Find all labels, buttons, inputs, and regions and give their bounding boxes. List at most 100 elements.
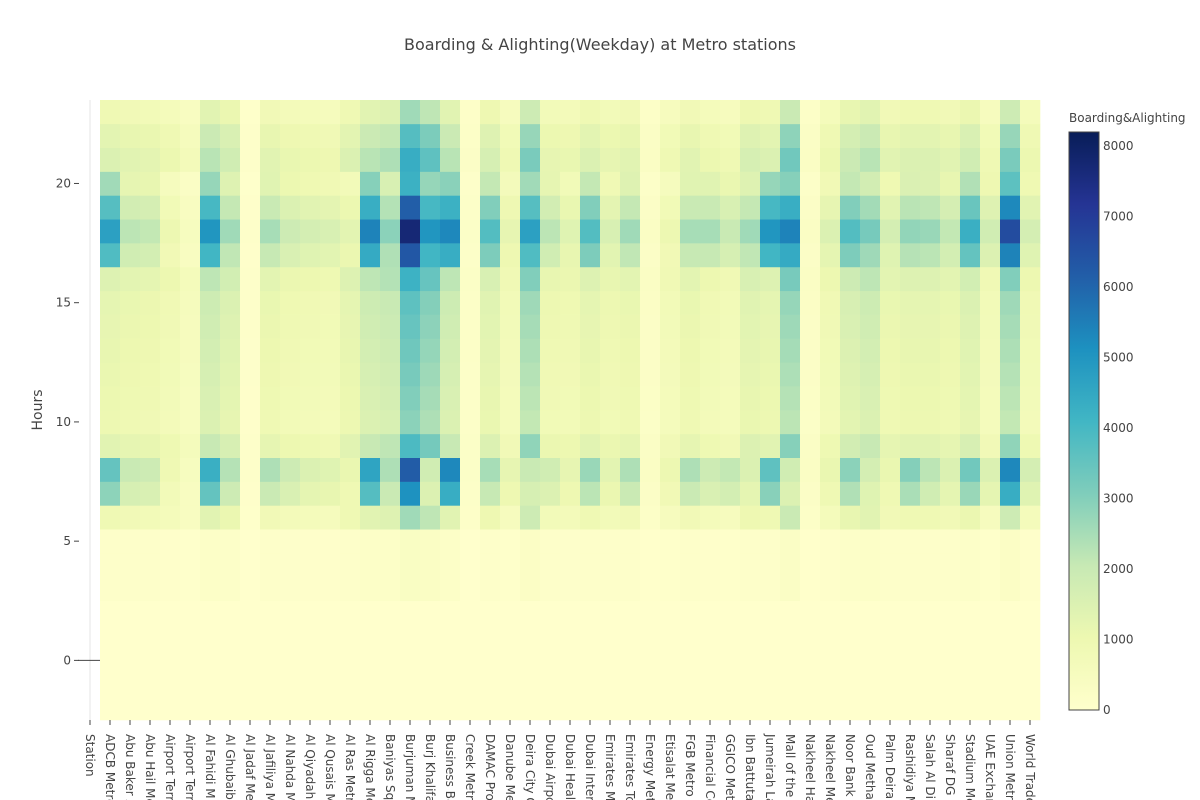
heatmap-cell xyxy=(180,219,201,244)
heatmap-cell xyxy=(960,553,981,578)
heatmap-cell xyxy=(820,410,841,435)
heatmap-cell xyxy=(460,314,481,339)
heatmap-cell xyxy=(800,672,821,697)
heatmap-cell xyxy=(320,314,341,339)
heatmap-cell xyxy=(820,386,841,411)
heatmap-cell xyxy=(980,410,1001,435)
heatmap-cell xyxy=(180,553,201,578)
heatmap-cell xyxy=(700,410,721,435)
heatmap-cell xyxy=(900,243,921,268)
heatmap-cell xyxy=(100,123,121,148)
heatmap-cell xyxy=(820,672,841,697)
heatmap-cell xyxy=(820,505,841,530)
heatmap-cell xyxy=(660,529,681,554)
heatmap-cell xyxy=(200,576,221,602)
heatmap-cell xyxy=(740,123,761,148)
heatmap-cell xyxy=(240,553,261,578)
heatmap-cell xyxy=(860,648,881,673)
heatmap-cell xyxy=(620,171,641,196)
x-tick-label: Abu Hail Me xyxy=(143,734,157,800)
heatmap-cell xyxy=(420,100,441,125)
heatmap-cell xyxy=(920,100,941,125)
heatmap-cell xyxy=(140,314,161,339)
heatmap-cell xyxy=(640,481,661,506)
heatmap-cell xyxy=(700,648,721,673)
heatmap-cell xyxy=(820,195,841,220)
heatmap-cell xyxy=(180,386,201,411)
heatmap-cell xyxy=(740,266,761,292)
heatmap-cell xyxy=(460,600,481,625)
x-tick-label: Danube Me xyxy=(503,734,517,800)
heatmap-cell xyxy=(380,529,401,554)
heatmap-cell xyxy=(240,410,261,435)
heatmap-cell xyxy=(680,696,701,721)
heatmap-cell xyxy=(100,505,121,530)
heatmap-cell xyxy=(480,386,501,411)
heatmap-cell xyxy=(640,314,661,339)
heatmap-cell xyxy=(940,314,961,339)
x-tick-label: Noor Bank M xyxy=(843,734,857,800)
heatmap-cell xyxy=(640,386,661,411)
heatmap-cell xyxy=(240,195,261,220)
heatmap-cell xyxy=(340,219,361,244)
heatmap-cell xyxy=(840,600,861,625)
heatmap-cell xyxy=(180,433,201,458)
heatmap-cell xyxy=(900,648,921,673)
heatmap-cell xyxy=(880,696,901,721)
heatmap-cell xyxy=(420,648,441,673)
heatmap-cell xyxy=(480,171,501,196)
heatmap-cell xyxy=(1000,195,1021,220)
heatmap-cell xyxy=(900,481,921,506)
heatmap-cell xyxy=(760,600,781,625)
heatmap-cell xyxy=(860,505,881,530)
heatmap-cell xyxy=(920,171,941,196)
heatmap-cell xyxy=(920,266,941,292)
heatmap-cell xyxy=(700,386,721,411)
heatmap-cell xyxy=(880,338,901,363)
heatmap-cell xyxy=(500,696,521,721)
heatmap-cell xyxy=(520,505,541,530)
heatmap-cell xyxy=(620,314,641,339)
heatmap-cell xyxy=(980,505,1001,530)
heatmap-cell xyxy=(560,481,581,506)
heatmap-cell xyxy=(620,362,641,387)
heatmap-cell xyxy=(560,576,581,602)
heatmap-cell xyxy=(200,410,221,435)
heatmap-cell xyxy=(560,147,581,172)
heatmap-cell xyxy=(420,219,441,244)
heatmap-cell xyxy=(540,505,561,530)
heatmap-cell xyxy=(1000,576,1021,602)
heatmap-cell xyxy=(1020,195,1041,220)
heatmap-cell xyxy=(700,266,721,292)
heatmap-cell xyxy=(500,290,521,315)
heatmap-cell xyxy=(560,624,581,649)
heatmap-cell xyxy=(380,314,401,339)
heatmap-cell xyxy=(100,195,121,220)
heatmap-cell xyxy=(420,410,441,435)
heatmap-cell xyxy=(860,100,881,125)
heatmap-cell xyxy=(540,171,561,196)
heatmap-cell xyxy=(440,266,461,292)
heatmap-cell xyxy=(920,553,941,578)
heatmap-cell xyxy=(780,576,801,602)
heatmap-cell xyxy=(180,362,201,387)
heatmap-cell xyxy=(620,553,641,578)
heatmap-cell xyxy=(960,648,981,673)
heatmap-cell xyxy=(620,505,641,530)
heatmap-cell xyxy=(660,147,681,172)
heatmap-cell xyxy=(840,576,861,602)
heatmap-cell xyxy=(840,147,861,172)
heatmap-cell xyxy=(700,123,721,148)
heatmap-cell xyxy=(680,362,701,387)
heatmap-cell xyxy=(540,362,561,387)
heatmap-cell xyxy=(480,314,501,339)
heatmap-cell xyxy=(340,386,361,411)
heatmap-cell xyxy=(440,529,461,554)
heatmap-cell xyxy=(800,290,821,315)
heatmap-cell xyxy=(960,529,981,554)
heatmap-cell xyxy=(900,171,921,196)
heatmap-cell xyxy=(1020,410,1041,435)
heatmap-cell xyxy=(860,123,881,148)
heatmap-cell xyxy=(160,457,181,482)
heatmap-cell xyxy=(360,243,381,268)
